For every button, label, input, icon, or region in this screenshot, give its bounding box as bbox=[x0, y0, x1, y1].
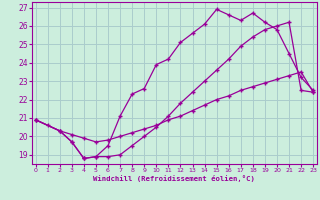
X-axis label: Windchill (Refroidissement éolien,°C): Windchill (Refroidissement éolien,°C) bbox=[93, 175, 255, 182]
